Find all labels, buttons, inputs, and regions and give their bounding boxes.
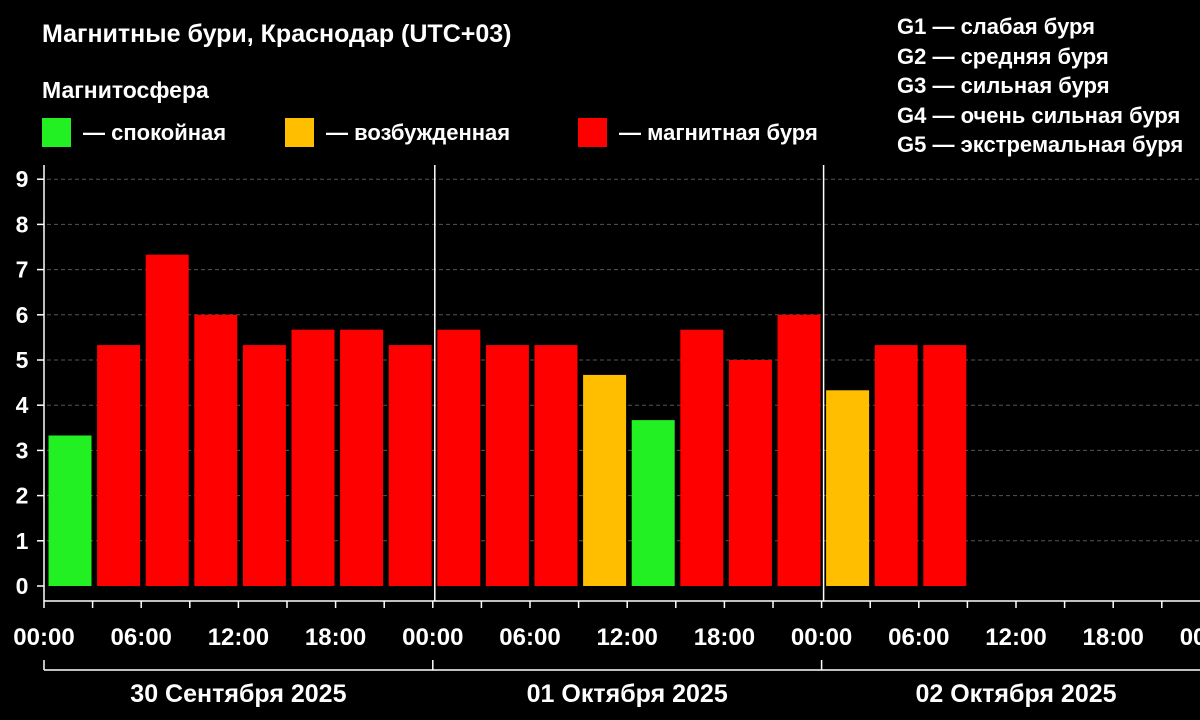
bar <box>145 254 189 586</box>
day-label: 30 Сентября 2025 <box>130 680 346 708</box>
day-label: 02 Октября 2025 <box>915 680 1116 708</box>
g-legend-g5: G5 — экстремальная буря <box>897 132 1184 157</box>
legend-label-calm: — спокойная <box>83 119 227 145</box>
y-tick-label: 3 <box>16 437 29 463</box>
g-legend-g1: G1 — слабая буря <box>897 14 1096 39</box>
bar <box>583 374 627 586</box>
y-tick-label: 8 <box>16 211 29 237</box>
bar <box>437 329 481 586</box>
y-tick-label: 6 <box>16 302 29 328</box>
legend-item-storm: — магнитная буря <box>578 118 818 147</box>
bar <box>874 345 918 586</box>
bar <box>388 345 432 586</box>
legend-swatch-excited <box>285 118 314 147</box>
x-tick-label: 18:00 <box>305 624 366 651</box>
y-tick-label: 9 <box>16 166 29 192</box>
x-tick-label: 12:00 <box>208 624 269 651</box>
y-tick-label: 4 <box>16 392 29 418</box>
x-tick-label: 06:00 <box>888 624 949 651</box>
g-legend-g3: G3 — сильная буря <box>897 73 1110 98</box>
y-tick-label: 5 <box>16 347 29 373</box>
bar <box>534 345 578 586</box>
x-tick-label: 12:00 <box>985 624 1046 651</box>
bar <box>680 329 724 586</box>
bar <box>97 345 141 586</box>
x-tick-label: 00:00 <box>791 624 852 651</box>
bar <box>194 314 238 586</box>
bar <box>923 345 967 586</box>
g-legend-g2: G2 — средняя буря <box>897 43 1109 69</box>
bar <box>340 329 384 586</box>
x-tick-label: 12:00 <box>597 624 658 651</box>
x-tick-label: 06:00 <box>499 624 560 651</box>
x-tick-label: 00:00 <box>13 624 74 651</box>
bar <box>777 314 821 586</box>
day-label: 01 Октября 2025 <box>527 680 728 708</box>
status-legend: — спокойная — возбужденная — магнитная б… <box>42 118 862 152</box>
legend-item-excited: — возбужденная <box>285 118 510 147</box>
bar <box>242 345 286 586</box>
g-scale-legend: G1 — слабая буря G2 — средняя буря G3 — … <box>897 12 1183 160</box>
bar <box>728 360 772 586</box>
bar <box>631 420 675 586</box>
y-tick-label: 1 <box>16 528 29 554</box>
g-legend-g4: G4 — очень сильная буря <box>897 102 1181 128</box>
x-tick-label: 18:00 <box>1083 624 1144 651</box>
legend-label-storm: — магнитная буря <box>619 119 818 145</box>
y-tick-label: 2 <box>16 483 29 509</box>
bar <box>48 435 92 586</box>
bar <box>826 390 870 586</box>
magnetosphere-subtitle: Магнитосфера <box>42 77 209 103</box>
legend-swatch-calm <box>42 118 71 147</box>
bar <box>485 345 529 586</box>
x-tick-label: 06:00 <box>111 624 172 651</box>
legend-label-excited: — возбужденная <box>326 119 511 145</box>
x-tick-label: 00:00 <box>402 624 463 651</box>
y-tick-label: 7 <box>16 257 29 283</box>
legend-item-calm: — спокойная <box>42 118 226 147</box>
page-title: Магнитные бури, Краснодар (UTC+03) <box>42 20 512 48</box>
bar <box>291 329 335 586</box>
x-tick-label: 00:00 <box>1180 624 1200 651</box>
y-tick-label: 0 <box>16 573 29 599</box>
x-tick-label: 18:00 <box>694 624 755 651</box>
legend-swatch-storm <box>578 118 607 147</box>
